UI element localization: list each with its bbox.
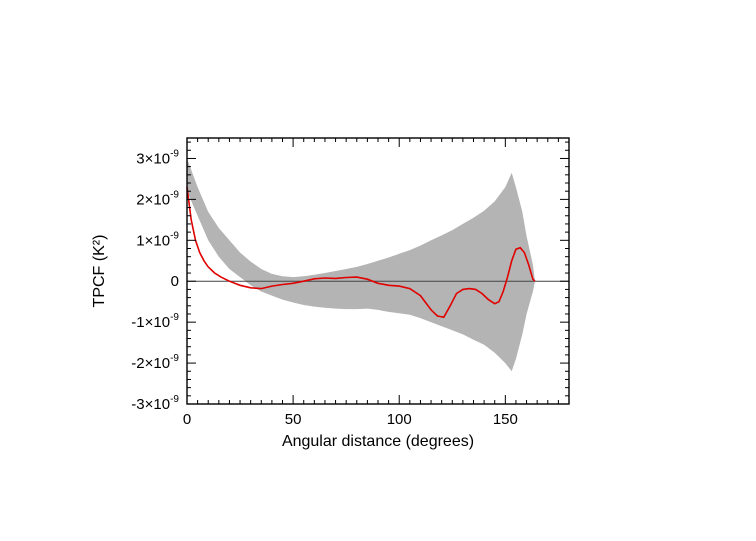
y-tick-label: 0: [171, 273, 179, 290]
y-tick-label: -2×10-9: [131, 353, 179, 372]
x-axis-label: Angular distance (degrees): [282, 433, 474, 450]
y-axis-label: TPCF (K²): [91, 235, 108, 308]
confidence-band: [187, 158, 535, 372]
x-tick-label: 0: [183, 411, 191, 428]
x-tick-label: 100: [387, 411, 412, 428]
x-tick-labels: 0 50 100 150: [183, 411, 518, 428]
y-tick-label: 2×10-9: [136, 189, 179, 208]
y-tick-label: 3×10-9: [136, 148, 179, 167]
plot-frame: [186, 137, 570, 405]
x-tick-label: 50: [285, 411, 302, 428]
y-tick-labels: 3×10-9 2×10-9 1×10-9 0 -1×10-9 -2×10-9 -3×10-9: [131, 148, 179, 413]
series-line: [186, 186, 536, 319]
x-tick-label: 150: [493, 411, 518, 428]
y-tick-label: -3×10-9: [131, 394, 179, 413]
y-tick-label: -1×10-9: [131, 312, 179, 331]
y-tick-label: 1×10-9: [136, 230, 179, 249]
plot-area: [186, 158, 569, 372]
